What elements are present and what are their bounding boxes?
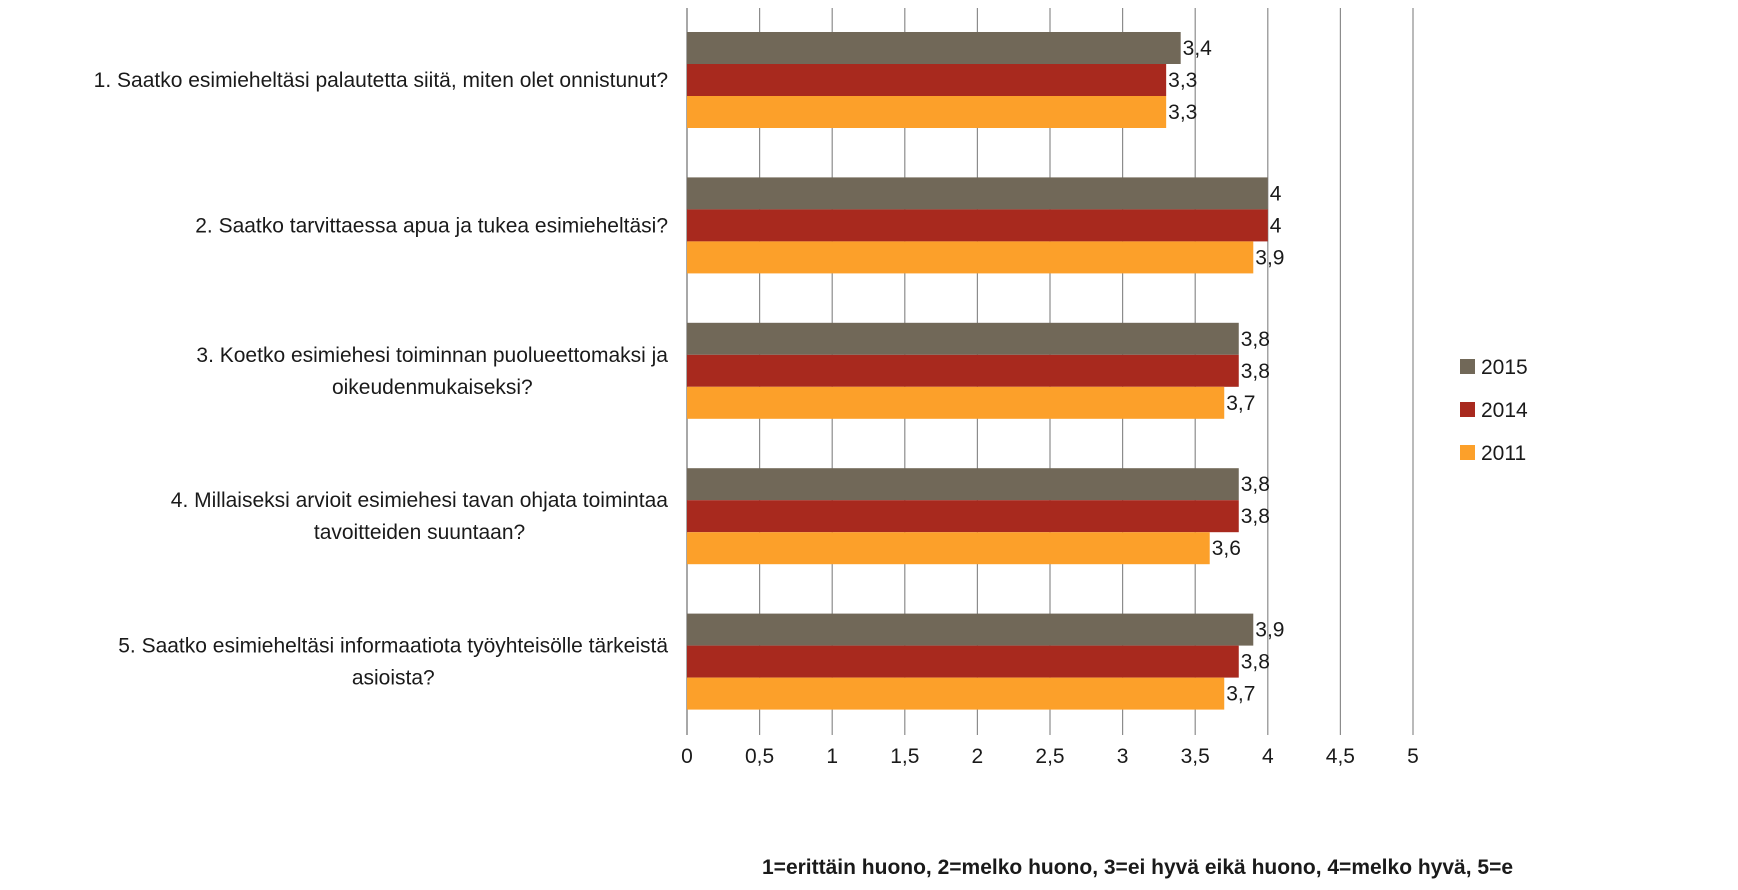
bars <box>687 32 1268 710</box>
x-tick-label: 0,5 <box>745 745 774 768</box>
category-label: 2. Saatko tarvittaessa apua ja tukea esi… <box>195 214 668 237</box>
category-label: tavoitteiden suuntaan? <box>314 521 525 544</box>
x-tick-label: 3,5 <box>1181 745 1210 768</box>
category-label: 1. Saatko esimieheltäsi palautetta siitä… <box>94 69 668 92</box>
value-label: 3,6 <box>1212 537 1241 560</box>
legend-label: 2014 <box>1481 399 1528 422</box>
bar-2011-q4 <box>687 532 1210 565</box>
category-label: 3. Koetko esimiehesi toiminnan puolueett… <box>196 344 668 367</box>
category-label: asioista? <box>352 667 435 690</box>
x-tick-label: 3 <box>1117 745 1129 768</box>
value-label: 4 <box>1270 214 1282 237</box>
bar-2014-q3 <box>687 354 1239 387</box>
value-label: 3,8 <box>1241 651 1270 674</box>
category-label: oikeudenmukaiseksi? <box>332 376 533 399</box>
x-tick-label: 2,5 <box>1035 745 1064 768</box>
value-label: 3,8 <box>1241 360 1270 383</box>
value-label: 3,8 <box>1241 505 1270 528</box>
bar-2014-q4 <box>687 500 1239 533</box>
bar-2015-q1 <box>687 32 1181 64</box>
value-label: 3,7 <box>1226 392 1255 415</box>
category-labels: 1. Saatko esimieheltäsi palautetta siitä… <box>94 69 669 690</box>
bar-2015-q4 <box>687 468 1239 501</box>
value-label: 3,8 <box>1241 473 1270 496</box>
x-tick-label: 4 <box>1262 745 1274 768</box>
value-labels: 3,43,33,3443,93,83,83,73,83,83,63,93,83,… <box>1168 37 1284 706</box>
legend-swatch-2011 <box>1460 445 1475 460</box>
legend-label: 2011 <box>1481 442 1526 465</box>
value-label: 3,7 <box>1226 683 1255 706</box>
bar-2011-q2 <box>687 241 1254 274</box>
legend-swatch-2014 <box>1460 402 1475 417</box>
bar-2011-q5 <box>687 677 1225 710</box>
bar-2011-q3 <box>687 386 1225 419</box>
legend: 2015 2014 2011 <box>1460 356 1528 465</box>
legend-label: 2015 <box>1481 356 1528 379</box>
bar-2015-q5 <box>687 613 1254 646</box>
x-axis-title: 1=erittäin huono, 2=melko huono, 3=ei hy… <box>762 856 1513 879</box>
bar-2015-q3 <box>687 322 1239 355</box>
legend-swatch-2015 <box>1460 359 1475 374</box>
x-tick-label: 2 <box>972 745 984 768</box>
x-tick-label: 5 <box>1407 745 1419 768</box>
bar-2014-q1 <box>687 64 1167 96</box>
value-label: 3,9 <box>1255 619 1284 642</box>
bar-2014-q5 <box>687 645 1239 678</box>
value-label: 3,3 <box>1168 101 1197 124</box>
category-label: 5. Saatko esimieheltäsi informaatiota ty… <box>118 635 668 658</box>
bar-2015-q2 <box>687 177 1268 210</box>
value-label: 3,3 <box>1168 69 1197 92</box>
x-tick-label: 0 <box>681 745 693 768</box>
value-label: 4 <box>1270 182 1282 205</box>
x-tick-label: 1,5 <box>890 745 919 768</box>
value-label: 3,9 <box>1255 246 1284 269</box>
value-label: 3,4 <box>1183 37 1213 60</box>
category-label: 4. Millaiseksi arvioit esimiehesi tavan … <box>171 489 669 512</box>
x-tick-label: 1 <box>826 745 838 768</box>
value-label: 3,8 <box>1241 328 1270 351</box>
x-tick-label: 4,5 <box>1326 745 1355 768</box>
x-axis-ticks: 0 0,5 1 1,5 2 2,5 3 3,5 4 4,5 5 <box>681 745 1419 768</box>
bar-2014-q2 <box>687 209 1268 242</box>
bar-2011-q1 <box>687 96 1167 128</box>
